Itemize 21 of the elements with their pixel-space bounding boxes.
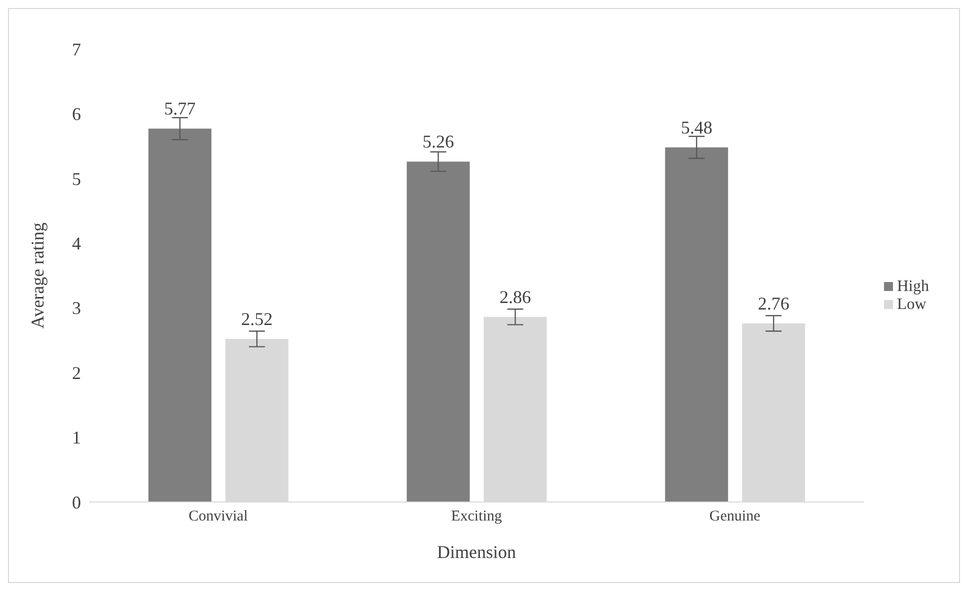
data-label: 5.48 [680,117,712,138]
data-label: 5.77 [164,98,196,119]
y-tick-label: 3 [72,298,81,318]
x-axis-title: Dimension [437,542,516,562]
y-axis-title: Average rating [27,222,48,329]
x-tick-label: Exciting [451,508,502,525]
x-tick-label: Convivial [188,508,248,525]
y-tick-label: 2 [72,362,81,383]
y-tick-label: 1 [72,428,81,448]
data-label: 2.76 [758,293,790,314]
x-tick-label: Genuine [709,508,761,525]
legend-label: High [897,278,929,294]
y-tick-label: 7 [72,39,81,60]
data-label: 2.52 [241,308,273,329]
legend-label: Low [897,296,926,312]
y-tick-label: 5 [72,168,81,189]
data-label: 5.26 [422,132,454,152]
data-label: 2.86 [500,286,531,307]
y-tick-label: 6 [72,104,81,124]
y-tick-label: 4 [72,234,81,254]
y-tick-label: 0 [72,492,81,512]
